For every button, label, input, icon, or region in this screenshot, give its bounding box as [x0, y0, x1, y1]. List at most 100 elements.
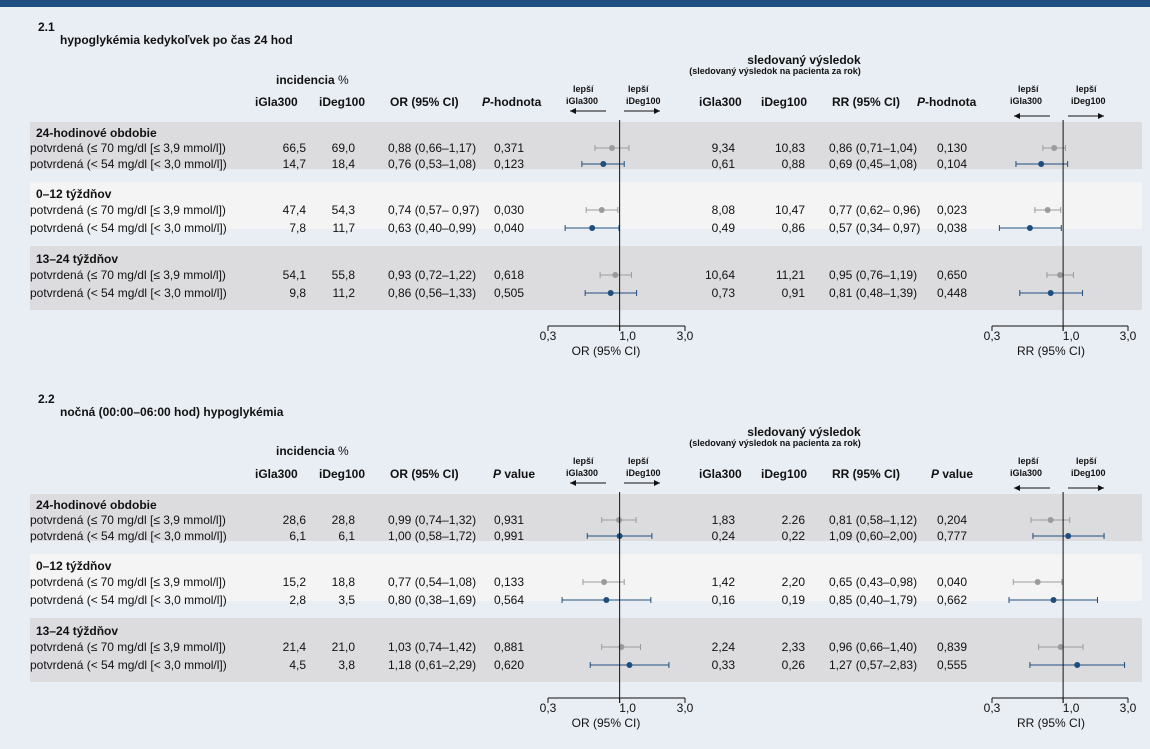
- cell-p-rr: 0,130: [937, 141, 968, 155]
- cell-rr-ci: 0,85 (0,40–1,79): [829, 593, 918, 607]
- header-igla300: iGla300: [255, 95, 298, 109]
- cell-events-ideg100: 0,86: [781, 221, 805, 235]
- cell-events-igla300: 9,34: [711, 141, 735, 155]
- cell-events-igla300: 10,64: [704, 268, 735, 282]
- cell-events-ideg100: 0,26: [781, 658, 805, 672]
- cell-incidence-ideg100: 6,1: [338, 529, 355, 543]
- group-title: 24-hodinové obdobie: [36, 126, 157, 140]
- cell-incidence-igla300: 21,4: [282, 640, 306, 654]
- header-ideg100: iDeg100: [319, 467, 366, 481]
- cell-events-ideg100: 2,20: [781, 575, 805, 589]
- cell-incidence-igla300: 6,1: [289, 529, 306, 543]
- row-label: potvrdená (< 54 mg/dl [< 3,0 mmol/l]): [30, 529, 227, 543]
- cell-p-or: 0,620: [494, 658, 525, 672]
- cell-incidence-igla300: 54,1: [282, 268, 306, 282]
- cell-or-ci: 0,76 (0,53–1,08): [388, 157, 477, 171]
- tick-label: 1,0: [1062, 701, 1080, 715]
- cell-or-ci: 0,99 (0,74–1,32): [388, 513, 477, 527]
- cell-incidence-igla300: 9,8: [289, 286, 306, 300]
- cell-or-ci: 0,86 (0,56–1,33): [388, 286, 477, 300]
- row-label: potvrdená (≤ 70 mg/dl [≤ 3,9 mmol/l]): [30, 141, 226, 155]
- cell-p-rr: 0,777: [937, 529, 968, 543]
- cell-incidence-igla300: 2,8: [289, 593, 306, 607]
- header-p-value-right: P-hodnota: [917, 95, 977, 109]
- panel-2-2-group-band: [30, 618, 1142, 682]
- cell-incidence-ideg100: 11,7: [332, 221, 355, 235]
- tick-label: 0,3: [983, 701, 1001, 715]
- cell-rr-ci: 0,81 (0,48–1,39): [829, 286, 918, 300]
- panel-title: hypoglykémia kedykoľvek po čas 24 hod: [60, 33, 293, 47]
- point-estimate: [1047, 517, 1054, 523]
- cell-p-or: 0,881: [494, 640, 525, 654]
- header-better-igla300: iGla300: [1010, 96, 1043, 106]
- cell-events-ideg100: 0,22: [781, 529, 805, 543]
- cell-or-ci: 0,77 (0,54–1,08): [388, 575, 477, 589]
- cell-events-ideg100: 10,47: [774, 203, 805, 217]
- header-or-ci: OR (95% CI): [390, 95, 459, 109]
- cell-p-rr: 0,555: [937, 658, 968, 672]
- header-outcome-sub: (sledovaný výsledok na pacienta za rok): [689, 66, 861, 76]
- cell-incidence-ideg100: 3,8: [338, 658, 355, 672]
- panel-number: 2.2: [38, 392, 55, 406]
- row-label: potvrdená (≤ 70 mg/dl [≤ 3,9 mmol/l]): [30, 513, 226, 527]
- point-estimate: [1026, 225, 1033, 231]
- cell-events-ideg100: 2.26: [781, 513, 805, 527]
- cell-rr-ci: 0,95 (0,76–1,19): [829, 268, 918, 282]
- row-label: potvrdená (< 54 mg/dl [< 3,0 mmol/l]): [30, 221, 227, 235]
- header-incidencia: incidencia %: [276, 444, 349, 458]
- point-estimate: [1057, 272, 1064, 278]
- cell-p-rr: 0,040: [937, 575, 968, 589]
- tick-label: 1,0: [619, 329, 636, 343]
- header-igla300-right: iGla300: [699, 95, 742, 109]
- cell-events-igla300: 1,42: [711, 575, 735, 589]
- header-ideg100: iDeg100: [319, 95, 366, 109]
- cell-rr-ci: 0,77 (0,62– 0,96): [829, 203, 921, 217]
- cell-events-igla300: 0,16: [711, 593, 735, 607]
- better-ideg-arrow-head: [654, 108, 660, 114]
- cell-p-or: 0,123: [494, 157, 525, 171]
- header-better-label: lepší: [1018, 84, 1039, 94]
- cell-incidence-ideg100: 3,5: [338, 593, 355, 607]
- cell-incidence-igla300: 4,5: [289, 658, 306, 672]
- point-estimate: [603, 597, 610, 603]
- panel-2-2-group-band: [30, 554, 1142, 601]
- cell-events-igla300: 8,08: [711, 203, 735, 217]
- cell-p-or: 0,991: [494, 529, 525, 543]
- point-estimate: [609, 145, 616, 151]
- cell-p-or: 0,040: [494, 221, 525, 235]
- cell-rr-ci: 1,27 (0,57–2,83): [829, 658, 918, 672]
- cell-or-ci: 0,93 (0,72–1,22): [388, 268, 477, 282]
- header-outcome: sledovaný výsledok: [747, 53, 861, 67]
- header-outcome: sledovaný výsledok: [747, 425, 861, 439]
- cell-p-or: 0,931: [494, 513, 525, 527]
- cell-events-igla300: 0,73: [711, 286, 735, 300]
- cell-p-or: 0,371: [494, 141, 525, 155]
- header-ideg100-right: iDeg100: [761, 95, 808, 109]
- cell-rr-ci: 0,96 (0,66–1,40): [829, 640, 918, 654]
- row-label: potvrdená (≤ 70 mg/dl [≤ 3,9 mmol/l]): [30, 640, 226, 654]
- header-or-ci: OR (95% CI): [390, 467, 459, 481]
- tick-label: 0,3: [539, 329, 557, 343]
- header-better-label: lepší: [573, 456, 594, 466]
- better-igla-arrow-head: [1014, 485, 1020, 491]
- top-bar: [0, 0, 1150, 7]
- point-estimate: [1057, 644, 1064, 650]
- cell-events-ideg100: 10,83: [774, 141, 805, 155]
- tick-label: 3,0: [676, 701, 694, 715]
- cell-rr-ci: 0,65 (0,43–0,98): [829, 575, 918, 589]
- tick-label: 3,0: [1119, 329, 1137, 343]
- cell-incidence-igla300: 47,4: [282, 203, 306, 217]
- cell-incidence-ideg100: 11,2: [332, 286, 355, 300]
- header-ideg100-right: iDeg100: [761, 467, 808, 481]
- cell-p-rr: 0,038: [937, 221, 968, 235]
- cell-incidence-igla300: 66,5: [282, 141, 306, 155]
- point-estimate: [1074, 662, 1081, 668]
- tick-label: 3,0: [676, 329, 694, 343]
- cell-events-ideg100: 0,88: [781, 157, 805, 171]
- cell-incidence-ideg100: 18,8: [331, 575, 355, 589]
- panel-2-1-group-band: [30, 182, 1142, 229]
- tick-label: 0,3: [539, 701, 557, 715]
- cell-events-ideg100: 0,19: [781, 593, 805, 607]
- header-igla300-right: iGla300: [699, 467, 742, 481]
